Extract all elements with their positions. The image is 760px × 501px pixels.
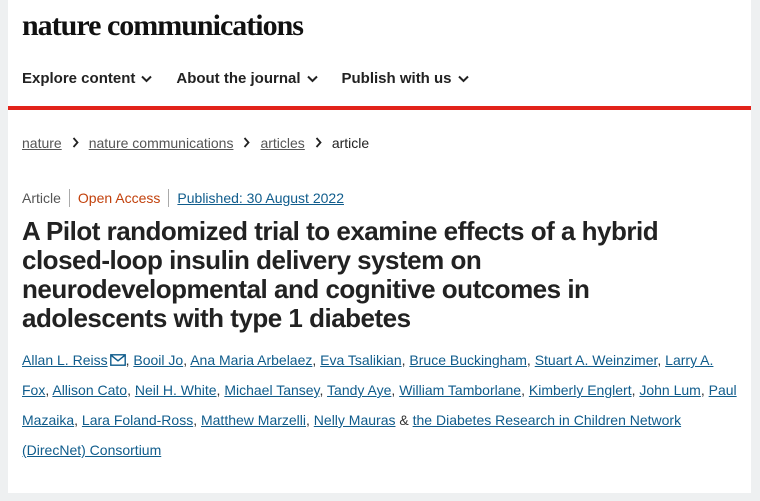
nav-item-label: About the journal <box>176 70 301 87</box>
author-link[interactable]: John Lum <box>639 382 701 398</box>
nav-item-label: Explore content <box>22 70 136 87</box>
article-meta: Article Open Access Published: 30 August… <box>22 189 751 207</box>
author-conjunction: & <box>399 412 409 428</box>
author-link[interactable]: Tandy Aye <box>327 382 392 398</box>
main-nav: Explore content About the journal Publis… <box>8 51 751 106</box>
author-link[interactable]: Allan L. Reiss <box>22 352 108 368</box>
chevron-down-icon <box>457 75 469 82</box>
author-list: Allan L. Reiss, Booil Jo, Ana Maria Arbe… <box>22 352 737 458</box>
author-link[interactable]: Matthew Marzelli <box>200 412 307 428</box>
published-date-link[interactable]: Published: 30 August 2022 <box>177 190 344 206</box>
nav-explore-content[interactable]: Explore content <box>22 70 153 87</box>
chevron-down-icon <box>306 75 318 82</box>
meta-divider <box>68 189 70 207</box>
author-link[interactable]: Larry A. Fox <box>22 352 714 398</box>
accent-divider <box>8 106 751 110</box>
article-type: Article <box>22 190 61 206</box>
page-card: nature communications Explore content Ab… <box>8 0 751 493</box>
breadcrumb-link-nature-communications[interactable]: nature communications <box>88 134 234 151</box>
author-link[interactable]: Allison Cato <box>52 382 128 398</box>
chevron-down-icon <box>141 75 153 82</box>
author-link[interactable]: Neil H. White <box>134 382 217 398</box>
nav-about-journal[interactable]: About the journal <box>176 70 318 87</box>
author-link[interactable]: William Tamborlane <box>399 382 522 398</box>
author-link[interactable]: Eva Tsalikian <box>320 352 402 368</box>
open-access-badge: Open Access <box>77 190 161 206</box>
nav-item-label: Publish with us <box>341 70 452 87</box>
breadcrumb: nature nature communications articles ar… <box>8 110 751 175</box>
chevron-right-icon <box>315 137 322 148</box>
author-link[interactable]: Stuart A. Weinzimer <box>534 352 658 368</box>
journal-logo[interactable]: nature communications <box>22 9 304 42</box>
breadcrumb-current: article <box>331 134 370 151</box>
breadcrumb-link-articles[interactable]: articles <box>260 134 305 151</box>
mail-icon[interactable] <box>109 354 126 366</box>
author-link[interactable]: Nelly Mauras <box>313 412 396 428</box>
article-title: A Pilot randomized trial to examine effe… <box>22 216 659 333</box>
chevron-right-icon <box>72 137 79 148</box>
author-link[interactable]: Michael Tansey <box>224 382 320 398</box>
breadcrumb-link-nature[interactable]: nature <box>22 134 62 151</box>
author-link[interactable]: Lara Foland-Ross <box>81 412 194 428</box>
author-link[interactable]: Ana Maria Arbelaez <box>190 352 313 368</box>
author-link[interactable]: Paul Mazaika <box>22 382 737 428</box>
author-link[interactable]: Booil Jo <box>133 352 184 368</box>
chevron-right-icon <box>243 137 251 148</box>
author-link[interactable]: Bruce Buckingham <box>409 352 527 368</box>
meta-divider <box>168 189 170 207</box>
masthead: nature communications <box>8 0 751 51</box>
nav-publish-with-us[interactable]: Publish with us <box>342 70 469 87</box>
consortium-link[interactable]: the Diabetes Research in Children Networ… <box>22 412 682 458</box>
author-link[interactable]: Kimberly Englert <box>528 382 632 398</box>
